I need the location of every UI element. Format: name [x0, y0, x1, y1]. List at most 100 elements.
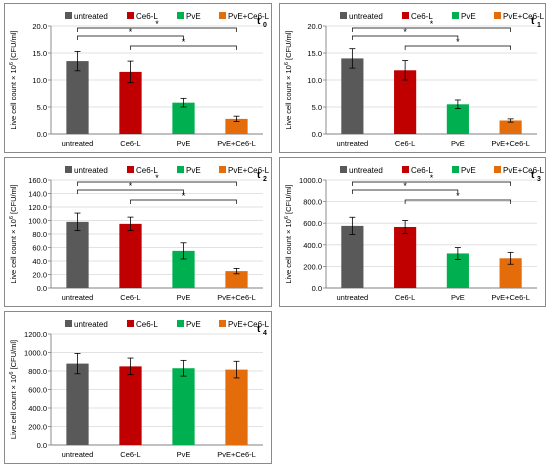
legend-swatch-2: [452, 166, 459, 173]
legend-label-3: PvE+Ce6-L: [503, 12, 545, 21]
legend-label-0: untreated: [349, 166, 383, 175]
bar-2: [446, 253, 469, 288]
significance-star-0: *: [129, 181, 133, 191]
x-tick-label-2: PvE: [177, 139, 191, 148]
legend-label-3: PvE+Ce6-L: [228, 12, 270, 21]
legend-swatch-1: [127, 320, 134, 327]
chart-panel-t0: untreated Ce6-L PvE PvE+Ce6-L t 0 0.0 5.0 10.0 15…: [4, 3, 272, 153]
significance-star-1: *: [430, 19, 434, 29]
legend-swatch-0: [340, 12, 347, 19]
significance-bracket-0: [77, 35, 184, 40]
panel-label: t: [531, 16, 535, 27]
bar-3: [225, 271, 248, 288]
legend-swatch-3: [494, 166, 501, 173]
significance-bracket-1: [77, 181, 237, 186]
chart-panel-t2: untreated Ce6-L PvE PvE+Ce6-L t 2 0.0 20.0 40.0 6…: [4, 157, 272, 307]
panel-label-sub: 2: [263, 176, 267, 183]
chart-svg-t2: untreated Ce6-L PvE PvE+Ce6-Lt 20.020.040.06…: [9, 166, 270, 302]
legend-label-3: PvE+Ce6-L: [503, 166, 545, 175]
y-tick-label: 20.0: [307, 22, 322, 31]
panel-label-sub: 0: [263, 22, 267, 29]
significance-bracket-1: [352, 181, 511, 186]
bar-0: [341, 225, 364, 288]
y-tick-label: 20.0: [32, 271, 47, 280]
y-axis-label: Live cell count × 106 [CFU/ml]: [9, 340, 18, 439]
y-tick-label: 60.0: [32, 244, 47, 253]
x-tick-label-1: Ce6-L: [120, 450, 140, 459]
x-tick-label-3: PvE+Ce6-L: [217, 450, 256, 459]
chart-svg-t1: untreated Ce6-L PvE PvE+Ce6-Lt 10.05.010.015…: [284, 12, 545, 148]
y-tick-label: 600.0: [303, 219, 322, 228]
legend-swatch-3: [219, 166, 226, 173]
bar-2: [446, 104, 469, 134]
significance-star-2: *: [182, 37, 186, 47]
y-tick-label: 1000.0: [299, 176, 322, 185]
chart-panel-t3: untreated Ce6-L PvE PvE+Ce6-L t 3 0.0 200.0 400.…: [279, 157, 546, 307]
significance-bracket-2: [130, 199, 237, 204]
panel-label: t: [257, 16, 261, 27]
y-tick-label: 120.0: [28, 203, 47, 212]
bar-2: [172, 250, 195, 288]
y-tick-label: 20.0: [32, 22, 47, 31]
bar-3: [225, 118, 248, 134]
significance-star-2: *: [456, 191, 460, 201]
x-tick-label-0: untreated: [62, 139, 94, 148]
legend-swatch-2: [452, 12, 459, 19]
bar-1: [119, 366, 142, 445]
x-tick-label-3: PvE+Ce6-L: [491, 139, 530, 148]
significance-star-1: *: [155, 173, 159, 183]
y-axis-label: Live cell count × 106 [CFU/ml]: [9, 30, 18, 129]
y-tick-label: 5.0: [312, 103, 322, 112]
y-tick-label: 10.0: [307, 76, 322, 85]
y-tick-label: 0.0: [37, 130, 47, 139]
significance-star-0: *: [403, 181, 407, 191]
legend-label-0: untreated: [74, 166, 108, 175]
legend-swatch-0: [65, 166, 72, 173]
chart-svg-t0: untreated Ce6-L PvE PvE+Ce6-Lt 00.05.010.015…: [9, 12, 270, 148]
significance-star-2: *: [182, 191, 186, 201]
legend-label-2: PvE: [461, 166, 476, 175]
significance-bracket-2: [404, 199, 511, 204]
legend-label-1: Ce6-L: [411, 12, 433, 21]
bar-1: [394, 226, 417, 288]
legend-swatch-2: [177, 320, 184, 327]
legend-label-3: PvE+Ce6-L: [228, 320, 270, 329]
y-tick-label: 400.0: [303, 241, 322, 250]
bar-3: [499, 120, 522, 134]
y-tick-label: 600.0: [28, 386, 47, 395]
significance-star-0: *: [403, 27, 407, 37]
legend-label-0: untreated: [349, 12, 383, 21]
legend-label-1: Ce6-L: [136, 12, 158, 21]
y-tick-label: 800.0: [303, 198, 322, 207]
y-axis-label: Live cell count × 106 [CFU/ml]: [284, 184, 293, 283]
panel-label-sub: 4: [263, 330, 267, 337]
significance-bracket-1: [352, 27, 511, 32]
legend-swatch-3: [494, 12, 501, 19]
y-tick-label: 0.0: [312, 130, 322, 139]
y-tick-label: 100.0: [28, 217, 47, 226]
x-tick-label-1: Ce6-L: [395, 293, 415, 302]
y-axis-label: Live cell count × 106 [CFU/ml]: [9, 184, 18, 283]
x-tick-label-2: PvE: [451, 293, 465, 302]
bar-3: [225, 369, 248, 445]
x-tick-label-0: untreated: [337, 139, 369, 148]
y-tick-label: 400.0: [28, 404, 47, 413]
legend-label-1: Ce6-L: [136, 320, 158, 329]
legend-swatch-1: [127, 166, 134, 173]
x-tick-label-2: PvE: [177, 293, 191, 302]
bar-1: [119, 71, 142, 134]
legend-swatch-1: [402, 166, 409, 173]
y-tick-label: 1000.0: [24, 349, 47, 358]
bar-0: [66, 61, 89, 134]
y-tick-label: 15.0: [32, 49, 47, 58]
bar-1: [119, 223, 142, 288]
legend-swatch-3: [219, 320, 226, 327]
legend-label-1: Ce6-L: [136, 166, 158, 175]
x-tick-label-3: PvE+Ce6-L: [217, 139, 256, 148]
legend-swatch-0: [340, 166, 347, 173]
legend-swatch-0: [65, 320, 72, 327]
significance-bracket-2: [130, 45, 237, 50]
panel-label-sub: 3: [537, 176, 541, 183]
y-tick-label: 5.0: [37, 103, 47, 112]
legend-label-2: PvE: [186, 166, 201, 175]
